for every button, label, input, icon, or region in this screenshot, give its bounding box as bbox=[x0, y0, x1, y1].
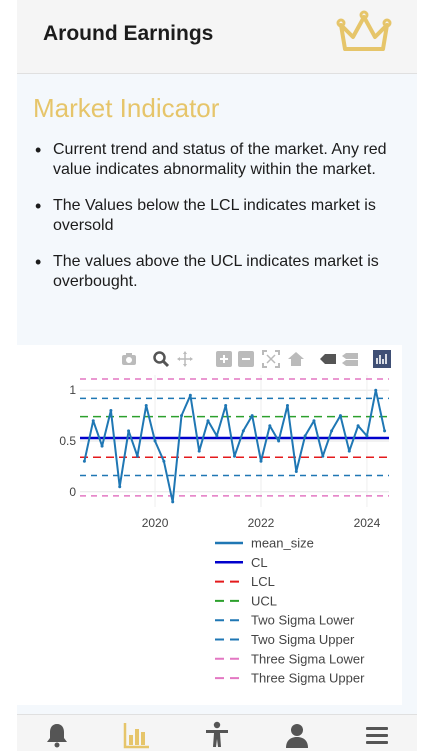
data-point bbox=[127, 429, 131, 433]
control-chart: 0 0.5 1 2020 2022 2024 mean_size CL LCL UCL Two Si… bbox=[59, 375, 389, 686]
y-tick-label: 0 bbox=[69, 485, 76, 499]
data-point bbox=[285, 403, 289, 407]
data-point bbox=[144, 403, 148, 407]
legend-label: Two Sigma Upper bbox=[251, 632, 355, 647]
tab-bar bbox=[17, 714, 417, 751]
legend-label: UCL bbox=[251, 593, 277, 608]
legend-label: Three Sigma Lower bbox=[251, 651, 365, 666]
spike-lines-icon[interactable] bbox=[319, 350, 337, 368]
data-point bbox=[109, 409, 113, 413]
app-frame: Around Earnings Market Indicator Current… bbox=[17, 0, 417, 751]
bullet-list: Current trend and status of the market. … bbox=[33, 140, 422, 308]
data-point bbox=[259, 459, 263, 463]
y-tick-label: 0.5 bbox=[59, 434, 76, 448]
plotly-logo-icon[interactable] bbox=[373, 350, 391, 368]
bell-icon[interactable] bbox=[43, 721, 71, 749]
data-point bbox=[277, 439, 281, 443]
data-point bbox=[82, 459, 86, 463]
legend-label: mean_size bbox=[251, 536, 314, 551]
x-tick-label: 2024 bbox=[354, 516, 381, 530]
data-point bbox=[197, 449, 201, 453]
data-point bbox=[180, 414, 184, 418]
data-point bbox=[241, 429, 245, 433]
data-point bbox=[153, 439, 157, 443]
home-icon[interactable] bbox=[287, 350, 305, 368]
zoom-in-icon[interactable] bbox=[215, 350, 233, 368]
data-point bbox=[171, 500, 175, 504]
y-tick-label: 1 bbox=[69, 383, 76, 397]
section-title: Market Indicator bbox=[33, 93, 220, 123]
header: Around Earnings bbox=[17, 0, 417, 74]
data-point bbox=[162, 459, 166, 463]
data-point bbox=[321, 454, 325, 458]
bullet-item: The values above the UCL indicates marke… bbox=[35, 252, 422, 292]
data-point bbox=[206, 419, 210, 423]
legend-label: CL bbox=[251, 555, 268, 570]
data-point bbox=[268, 424, 272, 428]
data-point bbox=[312, 419, 316, 423]
data-point bbox=[365, 434, 369, 438]
data-point bbox=[188, 393, 192, 397]
chart-card: 0 0.5 1 2020 2022 2024 mean_size CL LCL UCL Two Si… bbox=[17, 345, 402, 705]
pan-icon[interactable] bbox=[176, 350, 194, 368]
bullet-item: The Values below the LCL indicates marke… bbox=[35, 196, 422, 236]
zoom-out-icon[interactable] bbox=[237, 350, 255, 368]
series-line-mean-size bbox=[83, 389, 386, 503]
data-point bbox=[100, 444, 104, 448]
app-title: Around Earnings bbox=[43, 22, 214, 45]
data-point bbox=[374, 388, 378, 392]
data-point bbox=[233, 454, 236, 458]
data-point bbox=[383, 429, 387, 433]
data-point bbox=[118, 485, 122, 489]
data-point bbox=[356, 424, 360, 428]
menu-icon[interactable] bbox=[363, 721, 391, 749]
camera-icon[interactable] bbox=[120, 350, 138, 368]
data-point bbox=[303, 434, 307, 438]
data-point bbox=[215, 434, 219, 438]
person-icon[interactable] bbox=[203, 721, 231, 749]
user-icon[interactable] bbox=[283, 721, 311, 749]
chart-icon[interactable] bbox=[123, 721, 151, 749]
data-point bbox=[250, 414, 254, 418]
x-tick-label: 2022 bbox=[248, 516, 275, 530]
data-point bbox=[338, 414, 342, 418]
crown-icon[interactable] bbox=[335, 7, 393, 55]
x-tick-label: 2020 bbox=[142, 516, 169, 530]
zoom-icon[interactable] bbox=[152, 350, 170, 368]
data-point bbox=[294, 469, 298, 473]
bullet-item: Current trend and status of the market. … bbox=[35, 140, 422, 180]
compare-hover-icon[interactable] bbox=[341, 350, 359, 368]
legend-label: Three Sigma Upper bbox=[251, 671, 365, 686]
data-point bbox=[91, 419, 95, 423]
autoscale-icon[interactable] bbox=[262, 350, 280, 368]
data-point bbox=[347, 449, 351, 453]
data-point bbox=[135, 454, 139, 458]
legend-label: LCL bbox=[251, 574, 275, 589]
data-point bbox=[224, 403, 228, 407]
data-point bbox=[330, 429, 334, 433]
legend-label: Two Sigma Lower bbox=[251, 613, 355, 628]
